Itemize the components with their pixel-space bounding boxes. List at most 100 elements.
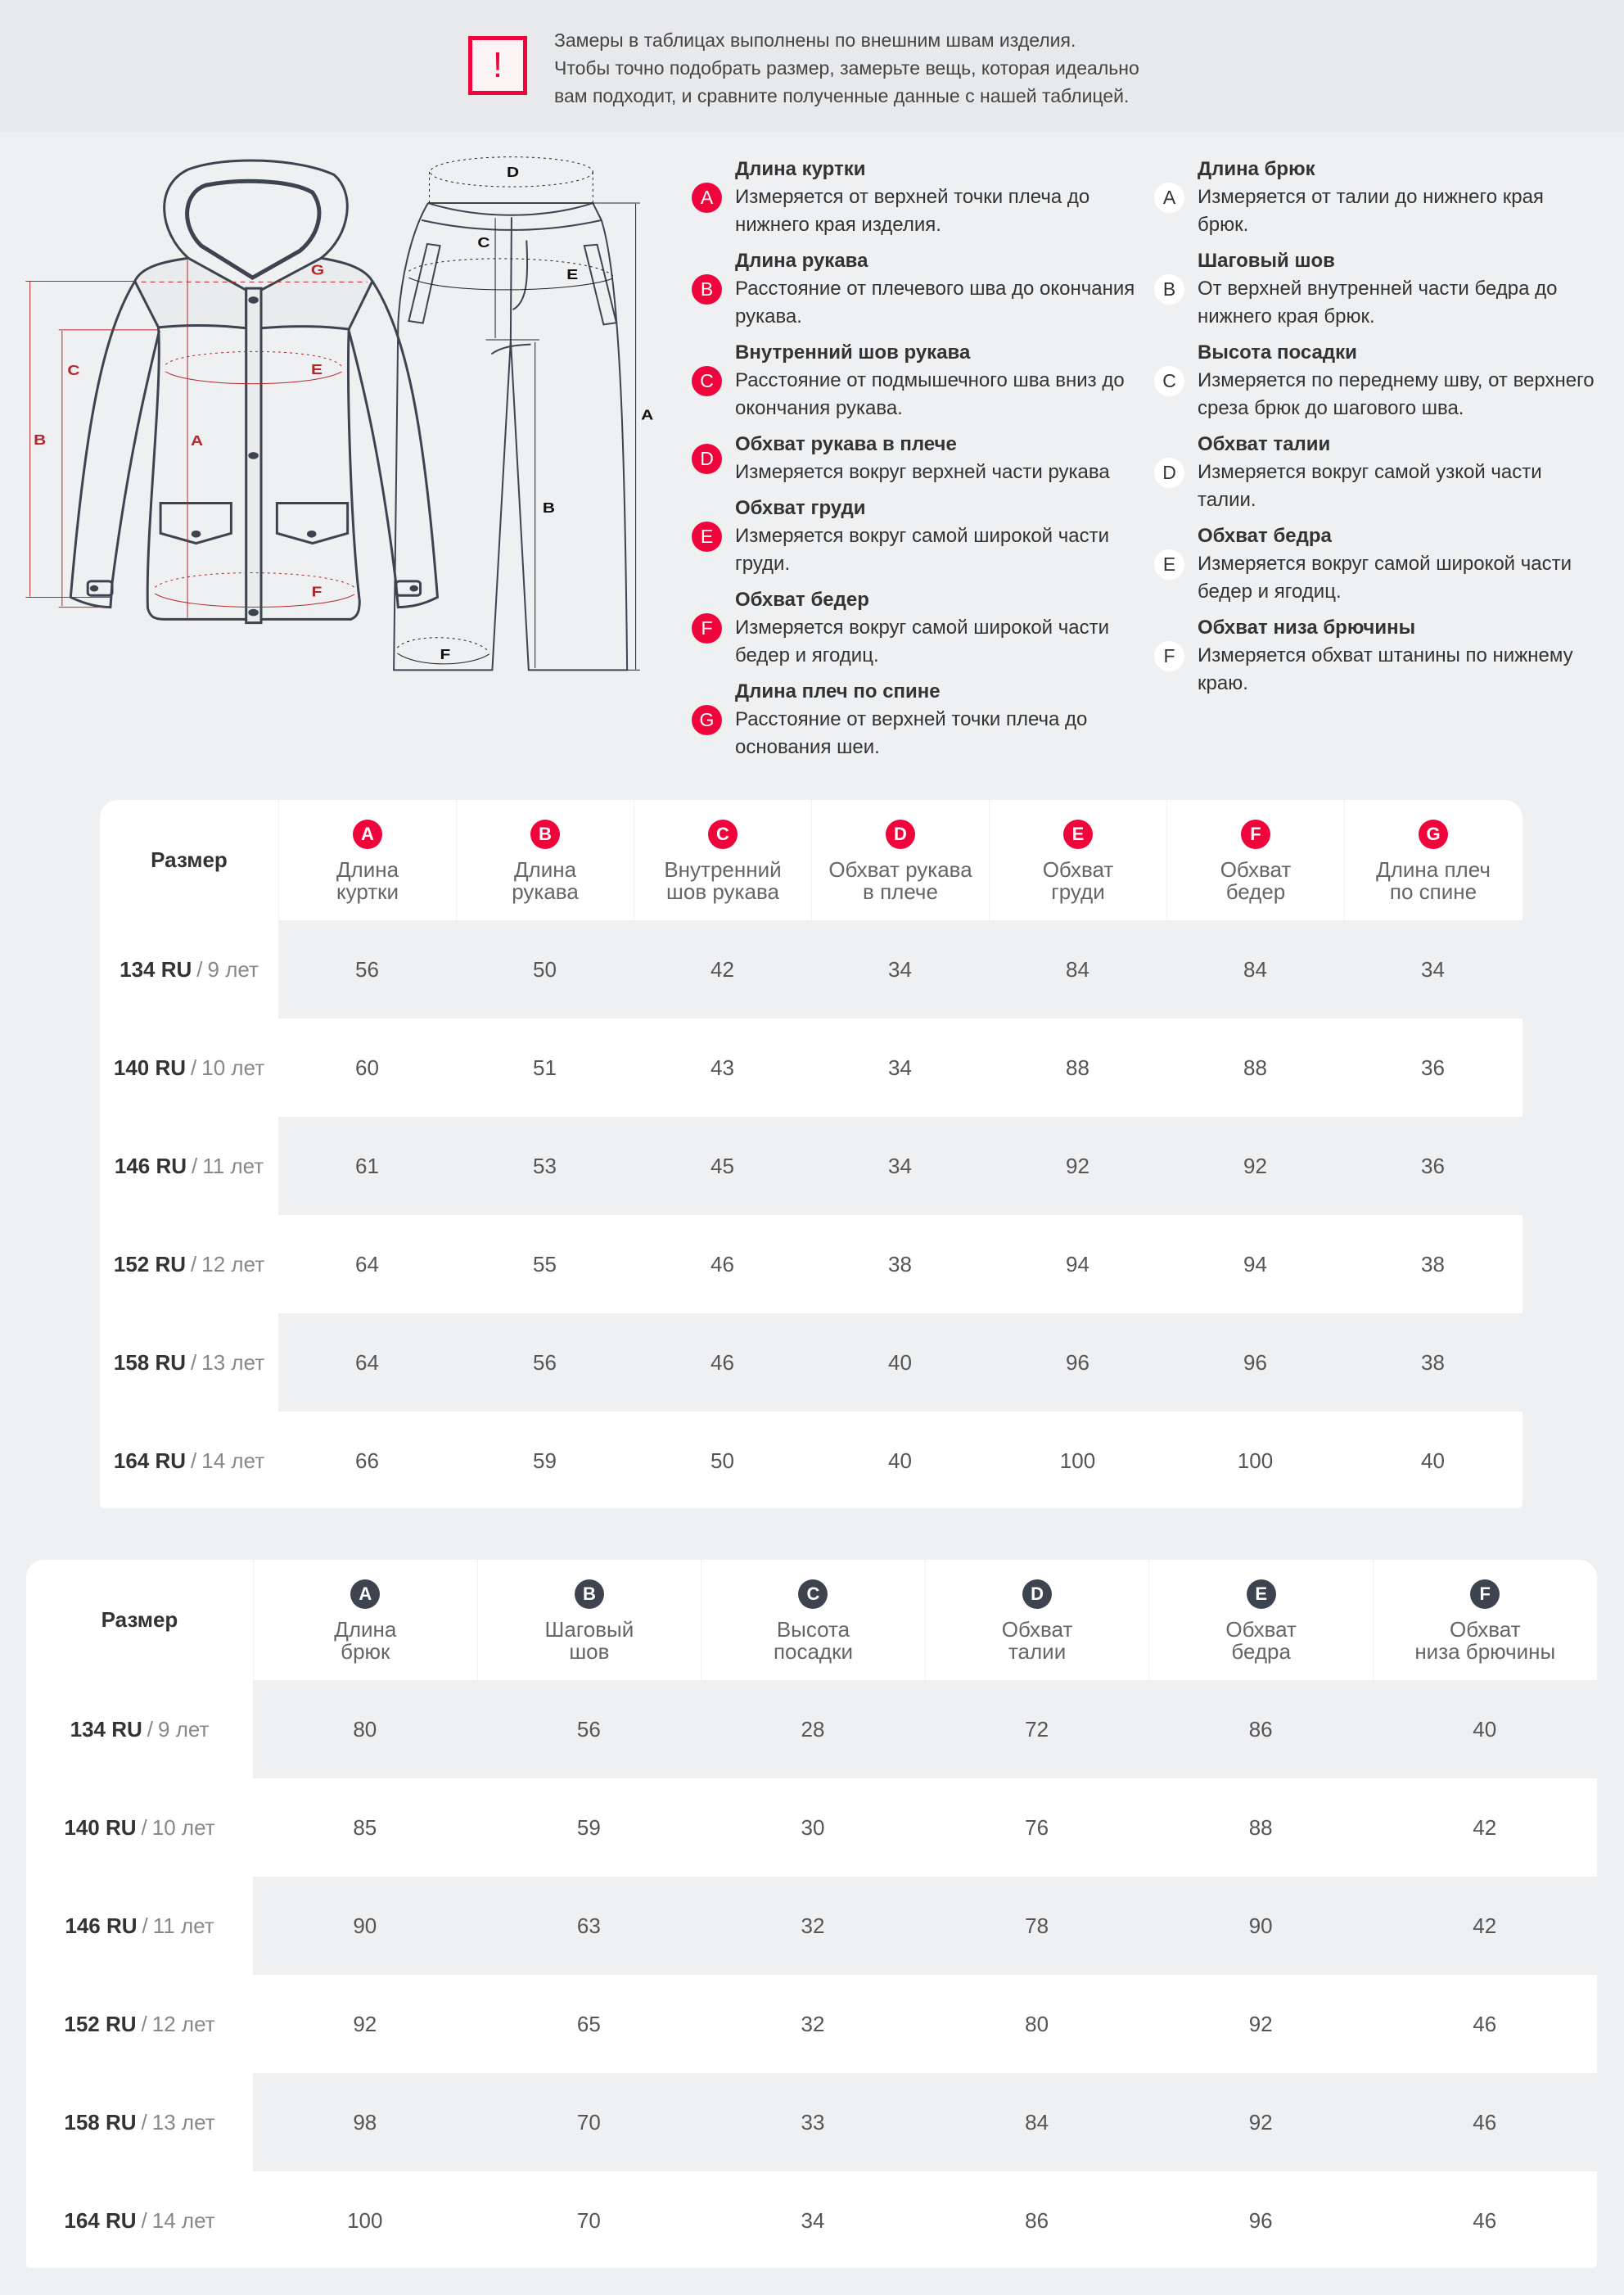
jacket-buttons <box>89 296 418 617</box>
column-label-line: в плече <box>863 879 938 904</box>
size-value: 158 RU <box>113 1349 187 1375</box>
column-label: Внутренний шов рукава <box>664 859 781 903</box>
pants-legend-item: D Обхват талии Измеряется вокруг самой узк… <box>1154 431 1595 514</box>
legend-text: Длина куртки Измеряется от верхней точки … <box>735 156 1089 239</box>
legend-description: От верхней внутренней части бедра до <box>1198 278 1558 300</box>
badge-e: E <box>692 521 722 552</box>
measurement-cell: 90 <box>1248 1913 1273 1938</box>
age-value: 13 лет <box>151 2109 215 2135</box>
legend-text: Высота посадки Измеряется по переднему шв… <box>1198 339 1595 422</box>
legend-description: Расстояние от верхней точки плеча до <box>735 708 1088 730</box>
measurement-cell: 60 <box>355 1055 379 1080</box>
badge-d: D <box>886 820 915 849</box>
column-label: Длина куртки <box>336 859 399 903</box>
column-label: Обхват талии <box>1002 1619 1073 1663</box>
measurement-cell: 34 <box>1421 956 1445 982</box>
size-value: 140 RU <box>64 1814 137 1840</box>
legend-description: Измеряется вокруг самой узкой части <box>1198 461 1542 483</box>
size-value: 140 RU <box>113 1055 187 1080</box>
jacket-legend-item: A Длина куртки Измеряется от верхней точки… <box>692 156 1135 239</box>
column-label-line: Шаговый <box>544 1617 634 1642</box>
badge-f: F <box>692 612 722 644</box>
badge-b: B <box>1154 273 1184 305</box>
badge-f: F <box>1470 1579 1500 1609</box>
legend-title: Обхват бедер <box>735 589 869 611</box>
pants-label-a: A <box>641 408 653 423</box>
table-row: 146 RU/11 лет 90 63 32 78 90 42 <box>26 1877 1597 1975</box>
legend-text: Длина плеч по спине Расстояние от верхней… <box>735 678 1087 761</box>
column-label-line: Обхват рукава <box>828 857 972 882</box>
measurement-cell: 56 <box>533 1349 557 1375</box>
size-value: 134 RU <box>120 956 192 982</box>
column-label-line: бедра <box>1231 1639 1291 1664</box>
notice-banner: ! Замеры в таблицах выполнены по внешним… <box>0 0 1624 132</box>
badge-c: C <box>1154 365 1184 396</box>
value-cells: 64 56 46 40 96 96 38 <box>278 1313 1522 1412</box>
measurement-cell: 53 <box>533 1153 557 1178</box>
measurement-cell: 46 <box>1473 2011 1497 2036</box>
measurement-cell: 85 <box>353 1814 377 1840</box>
legend-description: основания шеи. <box>735 736 880 758</box>
column-label-line: бедер <box>1225 879 1286 904</box>
measurement-cell: 40 <box>1421 1448 1445 1473</box>
column-header: A Длина брюк <box>253 1560 477 1680</box>
legend-description: бедер и ягодиц. <box>735 644 879 666</box>
measurement-cell: 78 <box>1025 1913 1049 1938</box>
column-label: Обхват бедра <box>1225 1619 1297 1663</box>
measurement-cell: 56 <box>576 1716 601 1742</box>
measurement-cell: 80 <box>353 1716 377 1742</box>
pants-drawing <box>394 203 627 670</box>
age-value: 10 лет <box>151 1814 215 1840</box>
badge-e: E <box>1063 820 1093 849</box>
legend-description: Измеряется по переднему шву, от верхнего <box>1198 369 1595 391</box>
age-value: 11 лет <box>202 1153 264 1178</box>
column-label-line: Обхват <box>1042 857 1114 882</box>
measurement-cell: 42 <box>1473 1814 1497 1840</box>
badge-b: B <box>530 820 560 849</box>
measurement-cell: 84 <box>1243 956 1267 982</box>
pants-legend-item: E Обхват бедра Измеряется вокруг самой шир… <box>1154 522 1595 606</box>
separator: / <box>191 1055 197 1080</box>
table-row: 152 RU/12 лет 92 65 32 80 92 46 <box>26 1975 1597 2073</box>
size-cell: 152 RU/12 лет <box>26 1975 253 2073</box>
measurement-cell: 45 <box>710 1153 734 1178</box>
measurement-cell: 42 <box>1473 1913 1497 1938</box>
jacket-labels: G E F A B C <box>34 263 324 600</box>
column-label-line: Обхват <box>1225 1617 1297 1642</box>
pants-measurements <box>397 157 640 671</box>
measurement-cell: 86 <box>1248 1716 1273 1742</box>
table-row: 146 RU/11 лет 61 53 45 34 92 92 36 <box>100 1117 1522 1215</box>
legend-description: Измеряется вокруг самой широкой части <box>1198 553 1572 575</box>
column-label: Обхват рукава в плече <box>828 859 972 903</box>
size-cell: 134 RU/9 лет <box>26 1680 253 1778</box>
legend-description: нижнего края брюк. <box>1198 305 1375 328</box>
value-cells: 60 51 43 34 88 88 36 <box>278 1019 1522 1117</box>
jacket-label-g: G <box>311 263 324 278</box>
measurement-cell: 80 <box>1025 2011 1049 2036</box>
jacket-label-e: E <box>311 363 323 378</box>
table-row: 164 RU/14 лет 66 59 50 40 100 100 40 <box>100 1412 1522 1508</box>
measurement-cell: 88 <box>1248 1814 1273 1840</box>
size-cell: 146 RU/11 лет <box>100 1117 278 1215</box>
size-value: 146 RU <box>65 1913 138 1938</box>
column-header: C Высота посадки <box>701 1560 925 1680</box>
column-label-line: Длина <box>336 857 399 882</box>
pants-label-c: C <box>477 235 489 251</box>
measurement-cell: 43 <box>710 1055 734 1080</box>
legend-description: окончания рукава. <box>735 397 903 419</box>
measurement-diagram: G E F A B C D C E A B F <box>0 139 653 696</box>
pants-labels: D C E A B F <box>440 165 653 663</box>
pants-legend-item: B Шаговый шов От верхней внутренней части … <box>1154 247 1595 331</box>
measurement-cell: 46 <box>710 1251 734 1276</box>
measurement-cell: 96 <box>1243 1349 1267 1375</box>
column-label-line: рукава <box>512 879 579 904</box>
column-label-line: Длина плеч <box>1376 857 1491 882</box>
value-cells: 66 59 50 40 100 100 40 <box>278 1412 1522 1508</box>
measurement-cell: 36 <box>1421 1153 1445 1178</box>
measurement-cell: 100 <box>1059 1448 1096 1473</box>
legend-title: Длина брюк <box>1198 158 1315 180</box>
column-label-line: Обхват <box>1001 1617 1073 1642</box>
badge-g: G <box>1419 820 1448 849</box>
legend-title: Длина рукава <box>735 250 868 272</box>
badge-b: B <box>574 1579 604 1609</box>
